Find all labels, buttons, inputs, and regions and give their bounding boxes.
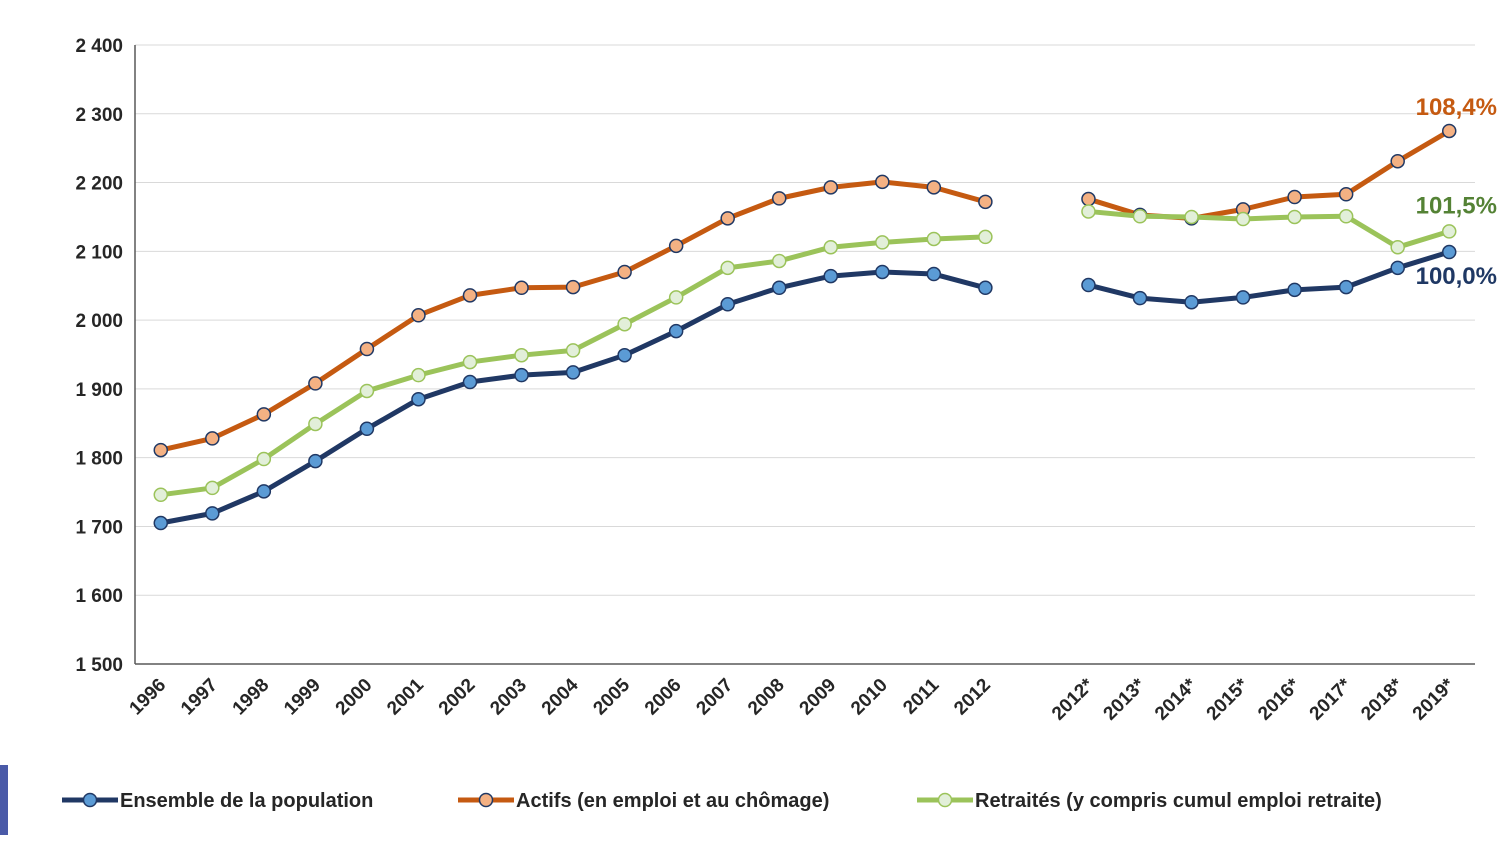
data-point	[462, 288, 478, 303]
data-point	[514, 280, 529, 296]
data-point	[1390, 239, 1405, 255]
data-point	[1390, 260, 1405, 276]
data-point	[720, 211, 735, 226]
data-point	[256, 451, 272, 467]
data-point	[256, 407, 272, 422]
data-point	[978, 229, 993, 245]
legend-label: Actifs (en emploi et au chômage)	[516, 790, 829, 812]
data-point	[565, 343, 581, 358]
legend-label: Ensemble de la population	[120, 790, 373, 812]
data-point	[308, 416, 323, 432]
data-point	[771, 191, 787, 206]
data-point	[359, 341, 375, 357]
data-point	[1132, 209, 1148, 224]
y-tick-label: 2 100	[75, 242, 123, 263]
data-point	[875, 174, 890, 190]
data-point	[978, 194, 993, 210]
data-point	[359, 421, 375, 437]
data-point	[153, 515, 169, 531]
data-point	[978, 280, 993, 296]
data-point	[411, 308, 426, 323]
y-tick-label: 2 000	[75, 311, 123, 332]
data-point	[1441, 244, 1457, 260]
data-point	[875, 235, 890, 250]
data-point	[926, 266, 942, 282]
y-tick-label: 1 800	[75, 449, 123, 470]
data-point	[1338, 209, 1354, 224]
data-point	[1132, 290, 1148, 306]
end-label: 108,4%	[1416, 94, 1497, 121]
data-point	[926, 180, 942, 195]
data-point	[617, 316, 632, 332]
data-point	[1287, 282, 1302, 298]
data-point	[720, 260, 735, 276]
data-point	[1390, 153, 1405, 169]
data-point	[668, 238, 684, 254]
data-point	[1338, 186, 1354, 202]
data-point	[462, 374, 478, 390]
edge-decoration	[0, 765, 8, 835]
data-point	[308, 376, 323, 391]
data-point	[514, 347, 529, 363]
data-point	[1287, 209, 1302, 225]
data-point	[411, 391, 426, 407]
data-point	[1184, 209, 1199, 225]
y-tick-label: 2 200	[75, 174, 123, 195]
data-point	[1081, 204, 1096, 219]
data-point	[1235, 290, 1251, 305]
y-tick-label: 1 700	[75, 517, 123, 538]
data-point	[823, 268, 839, 284]
data-point	[617, 264, 632, 280]
data-point	[1441, 224, 1457, 239]
legend-marker	[82, 792, 98, 808]
y-tick-label: 1 500	[75, 655, 123, 676]
data-point	[462, 354, 478, 370]
y-tick-label: 1 600	[75, 586, 123, 607]
data-point	[1184, 294, 1199, 310]
data-point	[1235, 211, 1251, 227]
end-label: 101,5%	[1416, 192, 1497, 219]
data-point	[565, 279, 581, 295]
data-point	[1081, 191, 1096, 207]
data-point	[308, 453, 323, 469]
data-point	[720, 297, 735, 312]
data-point	[514, 367, 529, 383]
data-point	[668, 323, 684, 339]
data-point	[875, 264, 890, 280]
data-point	[1287, 189, 1302, 205]
data-point	[823, 239, 839, 255]
legend-marker	[478, 792, 494, 808]
legend-item: Retraités (y compris cumul emploi retrai…	[917, 790, 1382, 812]
y-tick-label: 2 300	[75, 105, 123, 126]
data-point	[926, 231, 942, 247]
data-point	[153, 442, 169, 458]
legend-label: Retraités (y compris cumul emploi retrai…	[975, 790, 1382, 812]
legend-item: Ensemble de la population	[62, 790, 373, 812]
data-point	[205, 480, 220, 496]
data-point	[205, 506, 220, 521]
data-point	[359, 383, 375, 399]
data-point	[1338, 279, 1354, 295]
data-point	[823, 180, 839, 195]
legend-item: Actifs (en emploi et au chômage)	[458, 790, 829, 812]
data-point	[411, 367, 426, 383]
data-point	[1441, 123, 1457, 139]
end-label: 100,0%	[1416, 263, 1497, 290]
data-point	[771, 280, 787, 296]
data-point	[617, 347, 632, 363]
y-tick-label: 2 400	[75, 36, 123, 57]
legend-marker	[937, 792, 953, 808]
data-point	[205, 431, 220, 446]
data-point	[153, 487, 169, 503]
y-tick-label: 1 900	[75, 380, 123, 401]
data-point	[668, 290, 684, 305]
data-point	[565, 365, 581, 380]
data-point	[771, 253, 787, 269]
data-point	[1081, 277, 1096, 293]
data-point	[256, 484, 272, 499]
